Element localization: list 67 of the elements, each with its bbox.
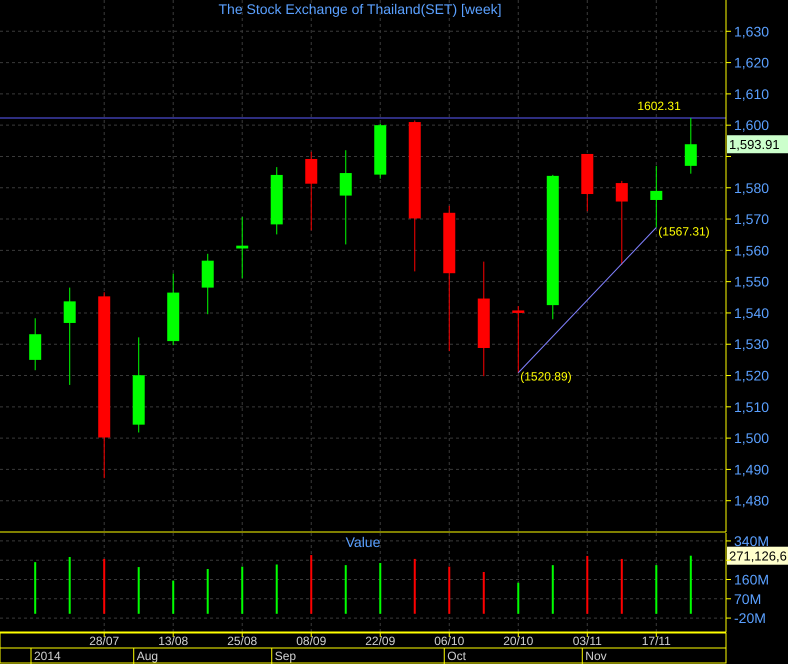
text: 1,593.91 (729, 137, 780, 152)
bar (482, 572, 485, 614)
y-tick-label: 160M (734, 572, 770, 588)
bar (690, 556, 692, 614)
bar (276, 564, 278, 614)
text: Oct (447, 649, 467, 663)
text: 2014 (34, 649, 62, 663)
y-tick-label: 1,550 (734, 274, 770, 290)
bar (172, 580, 174, 614)
bar (620, 558, 623, 614)
y-tick-label: 1,570 (734, 211, 770, 228)
y-tick-label: 340M (734, 532, 770, 549)
y-tick-label: 1,490 (734, 461, 770, 478)
text: 271,126,6 (729, 548, 787, 564)
y-tick-label: 1,600 (734, 117, 770, 134)
bar (138, 567, 140, 614)
x-tick-label: 28/07 (89, 634, 120, 648)
candlestick (650, 165, 662, 228)
bar (206, 569, 209, 614)
x-tick-label: 08/09 (296, 634, 327, 648)
annotation: (1567.31) (658, 224, 710, 238)
bar (586, 556, 588, 614)
y-tick-label: 1,530 (734, 336, 770, 352)
bar (68, 557, 71, 614)
y-tick-label: 1,580 (734, 180, 770, 196)
y-tick-label: 1,560 (734, 242, 770, 258)
bar (448, 566, 450, 614)
x-tick-label: 03/11 (572, 634, 602, 648)
text: Aug (136, 649, 158, 663)
bar (379, 563, 382, 614)
bar (344, 565, 347, 614)
chart-title: The Stock Exchange of Thailand(SET) [week] (218, 1, 502, 17)
bar (552, 565, 554, 614)
candlestick (684, 117, 697, 174)
y-tick-label: -20M (734, 610, 766, 626)
y-tick-label: 1,630 (734, 23, 770, 40)
bar (310, 555, 312, 614)
text: Nov (585, 649, 607, 663)
bar (414, 558, 416, 614)
y-tick-label: 1,620 (734, 54, 770, 71)
bar (655, 565, 658, 614)
y-tick-label: 70M (734, 590, 762, 607)
annotation: (1520.89) (520, 370, 572, 384)
x-tick-label: 20/10 (503, 634, 534, 648)
y-tick-label: 1,540 (734, 304, 770, 321)
x-tick-label: 17/11 (642, 634, 672, 648)
bar (34, 562, 36, 614)
text: Sep (274, 649, 296, 663)
candlestick (64, 287, 76, 386)
y-tick-label: 1,480 (734, 492, 770, 509)
candlestick (236, 216, 248, 279)
bar (241, 566, 244, 614)
annotation: 1602.31 (637, 98, 682, 113)
x-tick-label: 25/08 (227, 634, 258, 648)
bar (517, 582, 520, 614)
x-tick-label: 22/09 (365, 634, 396, 648)
candlestick (340, 150, 352, 245)
chart-title: Value (346, 534, 381, 550)
y-tick-label: 1,510 (734, 398, 770, 415)
candlestick (512, 306, 524, 374)
y-tick-label: 1,520 (734, 368, 770, 384)
y-tick-label: 1,610 (734, 86, 770, 102)
candlestick (616, 180, 628, 266)
x-tick-label: 13/08 (158, 634, 189, 648)
y-tick-label: 1,500 (734, 430, 770, 446)
x-tick-label: 06/10 (434, 634, 465, 648)
bar (103, 558, 106, 614)
